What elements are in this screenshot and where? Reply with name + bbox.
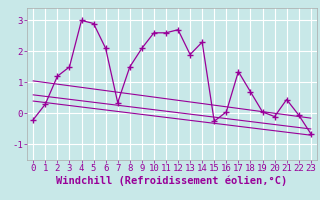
X-axis label: Windchill (Refroidissement éolien,°C): Windchill (Refroidissement éolien,°C) <box>56 176 288 186</box>
